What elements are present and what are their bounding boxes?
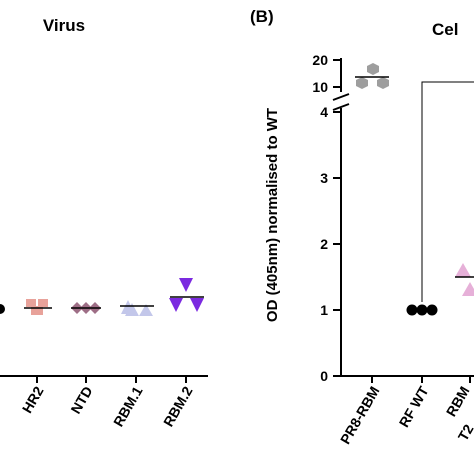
axis-break-mark [332, 93, 350, 101]
data-point [455, 263, 471, 277]
panel-b-category-label: RF WT [396, 383, 432, 430]
data-point [426, 304, 438, 316]
data-point [31, 306, 43, 315]
panel-a-category-label: NTD [67, 384, 95, 417]
panel-b-series-rbm [455, 263, 474, 296]
data-point [139, 304, 153, 316]
panel-b-label: (B) [250, 7, 274, 26]
y-tick-label: 20 [312, 52, 328, 68]
panel-b-series-rf-wt [406, 304, 438, 316]
panel-a-series-rbm2 [169, 278, 204, 312]
data-point [462, 282, 474, 296]
panel-a-series-ntd [71, 302, 101, 314]
panel-b-title: Cel [432, 20, 458, 39]
panel-a-partial-point [0, 304, 5, 314]
data-point [356, 77, 368, 89]
panel-b: (B) Cel OD (405nm) normalised to WT 20 1… [250, 7, 474, 447]
panel-b-category-label: T2 [455, 421, 474, 443]
y-tick-label: 2 [320, 236, 328, 252]
data-point [38, 299, 48, 307]
data-point [190, 298, 204, 312]
significance-bracket [421, 81, 474, 302]
panel-b-category-label: RBM [443, 384, 473, 420]
panel-a-category-label: RBM.2 [160, 383, 196, 429]
panel-b-category-label: PR8-RBM [337, 384, 383, 447]
data-point [125, 303, 139, 316]
panel-a-category-label: RBM.1 [110, 383, 146, 429]
panel-a: Virus HR2 NTD RBM.1 RBM.2 [0, 16, 208, 429]
panel-a-category-label: HR2 [19, 383, 47, 415]
data-point [416, 304, 428, 316]
data-point [377, 77, 389, 89]
panel-a-title: Virus [43, 16, 85, 35]
data-point [367, 63, 379, 75]
panel-b-y-axis-label: OD (405nm) normalised to WT [264, 108, 281, 322]
data-point [179, 278, 193, 292]
y-tick-label: 3 [320, 170, 328, 186]
data-point [26, 299, 36, 307]
panel-b-series-pr8-rbm [355, 63, 389, 89]
data-point [169, 298, 183, 312]
y-tick-label: 1 [320, 302, 328, 318]
y-tick-label: 0 [320, 368, 328, 384]
data-point [406, 304, 418, 316]
panel-a-series-rbm1 [120, 300, 154, 316]
y-tick-label: 10 [312, 79, 328, 95]
y-tick-label: 4 [320, 104, 328, 120]
panel-a-series-hr2 [24, 299, 52, 315]
axis-break-mark [332, 103, 350, 111]
